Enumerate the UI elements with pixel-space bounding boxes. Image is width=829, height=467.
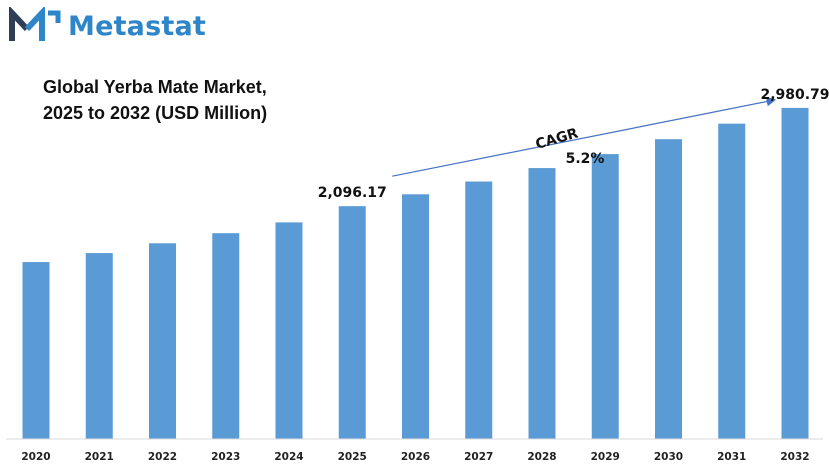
bar-2027 — [465, 181, 493, 440]
bar-series — [22, 107, 809, 440]
brand-name: Metastat — [68, 10, 207, 42]
bar-2022 — [149, 243, 176, 439]
brand-logo: Metastat — [8, 6, 206, 46]
data-label-2032: 2,980.79 — [760, 87, 829, 103]
metastat-logo-icon — [9, 7, 61, 41]
x-tick-2025: 2025 — [338, 451, 367, 463]
bar-2023 — [212, 233, 240, 439]
bar-2031 — [718, 123, 746, 439]
cagr-arrow — [392, 96, 777, 177]
bar-2028 — [528, 168, 556, 440]
bar-2024 — [275, 222, 303, 439]
x-tick-2022: 2022 — [148, 451, 177, 463]
x-tick-2024: 2024 — [274, 451, 303, 463]
data-labels: 2,096.17 2,980.79 — [318, 87, 829, 201]
x-axis-ticks: 2020 2021 2022 2023 2024 2025 2026 2027 2028 2029… — [21, 451, 809, 463]
x-tick-2026: 2026 — [401, 451, 430, 463]
x-tick-2020: 2020 — [21, 451, 50, 463]
x-tick-2032: 2032 — [780, 451, 809, 463]
bar-2021 — [85, 253, 113, 439]
x-tick-2023: 2023 — [211, 451, 240, 463]
bar-2032 — [781, 107, 809, 439]
x-tick-2030: 2030 — [654, 451, 683, 463]
x-tick-2021: 2021 — [85, 451, 114, 463]
bar-2020 — [22, 262, 50, 439]
x-tick-2031: 2031 — [717, 451, 746, 463]
chart-title: Global Yerba Mate Market, 2025 to 2032 (… — [43, 74, 267, 126]
bar-2029 — [591, 154, 619, 439]
bar-2030 — [655, 139, 682, 440]
bar-2026 — [402, 194, 429, 439]
x-tick-2028: 2028 — [527, 451, 556, 463]
cagr-value: 5.2% — [566, 151, 605, 167]
bar-2025 — [338, 206, 366, 439]
x-tick-2027: 2027 — [464, 451, 493, 463]
chart-title-line-2: 2025 to 2032 (USD Million) — [43, 103, 268, 123]
chart-title-line-1: Global Yerba Mate Market, — [43, 77, 267, 97]
data-label-2025: 2,096.17 — [318, 185, 387, 201]
x-tick-2029: 2029 — [591, 451, 620, 463]
cagr-label: CAGR — [534, 125, 580, 152]
